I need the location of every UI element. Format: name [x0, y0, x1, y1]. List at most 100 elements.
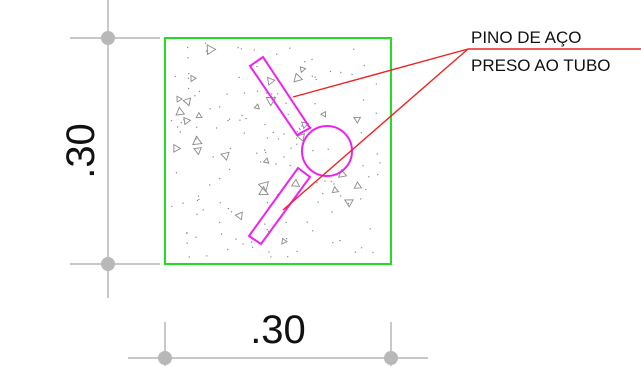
hatch-dot	[324, 180, 326, 182]
hatch-dot	[219, 106, 221, 108]
hatch-dot	[230, 211, 233, 213]
hatch-dot	[372, 251, 374, 254]
hatch-dot	[227, 119, 229, 122]
horizontal-dimension-point-right	[384, 351, 398, 365]
hatch-dot	[365, 188, 367, 191]
hatch-dot	[340, 71, 342, 74]
hatch-dot	[311, 230, 314, 232]
hatch-triangle	[206, 44, 217, 56]
hatch-dot	[243, 92, 246, 94]
hatch-triangle	[176, 95, 184, 103]
hatch-dot	[275, 163, 277, 165]
hatch-dot	[314, 76, 316, 78]
hatch-triangle	[281, 237, 288, 245]
hatch-dot	[196, 213, 198, 215]
hatch-triangle	[220, 151, 230, 161]
hatch-dot	[277, 93, 279, 95]
hatch-dot	[206, 255, 208, 257]
hatch-triangle	[190, 74, 197, 83]
hatch-dot	[266, 228, 268, 231]
hatch-dot	[256, 90, 259, 92]
hatch-dot	[256, 65, 258, 68]
hatch-dot	[187, 46, 189, 49]
hatch-triangle	[195, 111, 203, 119]
tube-circle	[301, 125, 353, 177]
hatch-dot	[175, 172, 178, 174]
hatch-dot	[331, 211, 333, 213]
hatch-dot	[250, 241, 253, 243]
hatch-dot	[215, 127, 218, 129]
hatch-dot	[271, 93, 273, 95]
hatch-dot	[239, 119, 241, 121]
hatch-dot	[218, 221, 221, 224]
hatch-triangle	[182, 97, 192, 107]
hatch-dot	[209, 184, 211, 186]
hatch-dot	[212, 156, 214, 158]
hatch-dot	[330, 180, 333, 182]
hatch-dot	[194, 95, 196, 97]
hatch-dot	[368, 176, 370, 178]
hatch-triangle	[299, 66, 307, 74]
steel-pin	[247, 55, 353, 246]
hatch-triangle	[267, 76, 276, 86]
hatch-dot	[186, 242, 188, 244]
hatch-dot	[369, 228, 371, 230]
hatch-dot	[174, 75, 176, 78]
hatch-dot	[227, 207, 230, 210]
hatch-dot	[317, 201, 319, 203]
hatch-dot	[351, 73, 353, 76]
hatch-dot	[209, 108, 211, 110]
hatch-dot	[196, 199, 199, 202]
hatch-dot	[251, 246, 254, 248]
hatch-dot	[259, 161, 262, 163]
hatch-triangle	[353, 181, 363, 189]
hatch-dot	[265, 92, 267, 94]
hatch-dot	[379, 162, 381, 164]
hatch-dot	[304, 61, 306, 63]
hatch-dot	[229, 147, 232, 150]
hatch-triangle	[193, 147, 202, 156]
hatch-triangle	[183, 116, 192, 126]
hatch-dot	[264, 223, 266, 225]
hatch-dot	[188, 72, 190, 75]
hatch-dot	[187, 87, 190, 90]
hatch-triangle	[258, 185, 269, 196]
hatch-dot	[295, 137, 298, 139]
section-height-label: .30	[59, 123, 103, 179]
hatch-dot	[354, 251, 357, 253]
hatch-dot	[266, 137, 269, 139]
hatch-dot	[226, 93, 228, 95]
hatch-dot	[347, 202, 350, 205]
hatch-dot	[229, 168, 231, 171]
hatch-dot	[170, 120, 173, 122]
leader-line-upper	[292, 48, 469, 98]
hatch-dot	[332, 242, 334, 244]
hatch-triangle	[173, 143, 182, 153]
hatch-dot	[362, 165, 364, 167]
hatch-dot	[311, 75, 313, 78]
hatch-dot	[333, 183, 335, 185]
hatch-dot	[312, 150, 314, 152]
vertical-dimension-point-top	[101, 31, 115, 45]
hatch-dot	[197, 195, 200, 197]
pin-upper-arm	[248, 55, 312, 137]
concrete-hatch	[170, 42, 381, 258]
hatch-dot	[265, 151, 267, 154]
hatch-dot	[238, 76, 240, 79]
hatch-dot	[198, 198, 200, 201]
hatch-triangle	[338, 168, 348, 178]
hatch-dot	[242, 243, 244, 245]
hatch-triangle	[257, 180, 270, 193]
hatch-dot	[311, 58, 313, 61]
hatch-triangle	[234, 211, 243, 221]
hatch-triangle	[253, 103, 260, 110]
hatch-dot	[179, 131, 181, 133]
hatch-dot	[299, 129, 301, 131]
hatch-triangle	[344, 199, 354, 208]
hatch-dot	[204, 42, 207, 44]
hatch-dot	[362, 99, 365, 101]
hatch-dot	[219, 177, 221, 180]
hatch-dot	[235, 238, 237, 240]
annotation-line-2: PRESO AO TUBO	[471, 56, 611, 75]
